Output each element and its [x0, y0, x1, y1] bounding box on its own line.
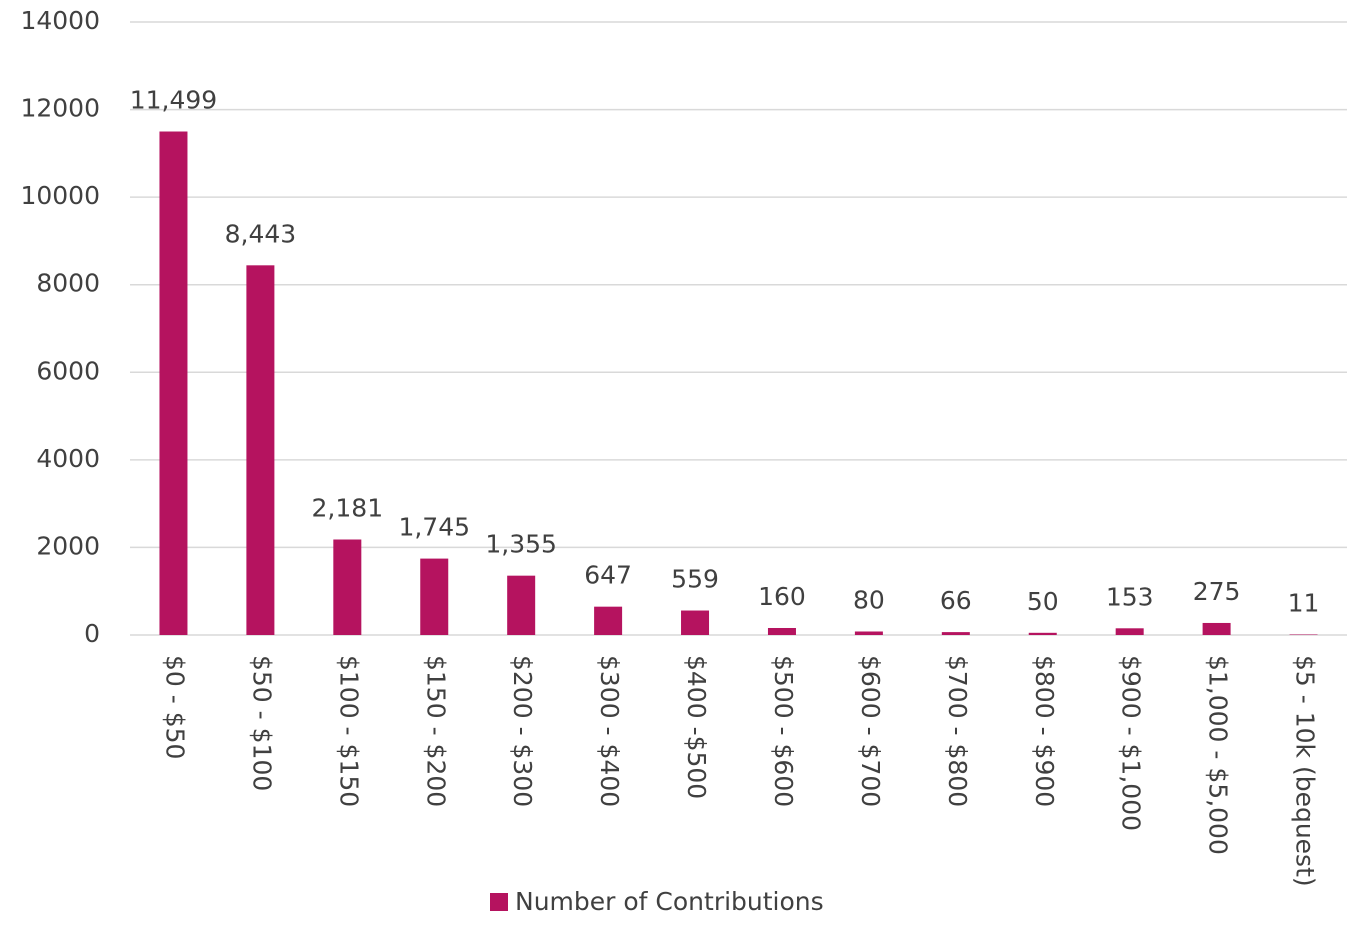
x-tick-label: $50 - $100 — [247, 655, 276, 791]
y-tick-label: 2000 — [36, 531, 100, 560]
bar — [159, 131, 188, 636]
value-label: 11 — [1288, 589, 1320, 618]
y-tick-label: 8000 — [36, 269, 100, 298]
x-tick-label: $700 - $800 — [943, 655, 972, 807]
bar — [767, 627, 796, 635]
x-tick-label: $200 - $300 — [508, 655, 537, 807]
y-tick-label: 4000 — [36, 444, 100, 473]
x-tick-label: $5 - 10k (bequest) — [1291, 655, 1320, 887]
x-tick-label: $150 - $200 — [421, 655, 450, 807]
bar — [681, 610, 710, 635]
bar — [854, 631, 883, 635]
value-label: 160 — [758, 582, 806, 611]
bar — [594, 606, 623, 635]
value-label: 80 — [853, 585, 885, 614]
bar — [420, 558, 449, 635]
bar — [941, 632, 970, 635]
value-label: 1,745 — [398, 513, 470, 542]
bar — [246, 265, 275, 635]
y-tick-label: 12000 — [20, 94, 100, 123]
y-tick-label: 0 — [84, 619, 100, 648]
value-label: 8,443 — [225, 219, 297, 248]
value-label: 50 — [1027, 587, 1059, 616]
x-tick-label: $800 - $900 — [1030, 655, 1059, 807]
value-label: 2,181 — [312, 494, 384, 523]
legend-label: Number of Contributions — [515, 887, 824, 916]
bar — [507, 575, 536, 635]
legend-swatch — [490, 893, 508, 911]
bar — [1028, 632, 1057, 635]
x-tick-label: $300 - $400 — [595, 655, 624, 807]
x-tick-label: $600 - $700 — [856, 655, 885, 807]
value-label: 11,499 — [130, 86, 217, 115]
y-tick-label: 10000 — [20, 181, 100, 210]
bar — [333, 539, 362, 635]
x-tick-label: $400 -$500 — [682, 655, 711, 799]
bar — [1202, 622, 1231, 635]
x-tick-label: $500 - $600 — [769, 655, 798, 807]
value-label: 66 — [940, 586, 972, 615]
y-tick-label: 6000 — [36, 356, 100, 385]
y-tick-label: 14000 — [20, 6, 100, 35]
value-label: 275 — [1193, 577, 1241, 606]
value-label: 153 — [1106, 582, 1154, 611]
x-tick-label: $900 - $1,000 — [1117, 655, 1146, 831]
bar — [1115, 628, 1144, 635]
x-tick-label: $1,000 - $5,000 — [1204, 655, 1233, 855]
x-tick-label: $100 - $150 — [334, 655, 363, 807]
value-label: 559 — [671, 565, 719, 594]
value-label: 647 — [584, 561, 632, 590]
value-label: 1,355 — [485, 530, 557, 559]
x-tick-label: $0 - $50 — [160, 655, 189, 759]
